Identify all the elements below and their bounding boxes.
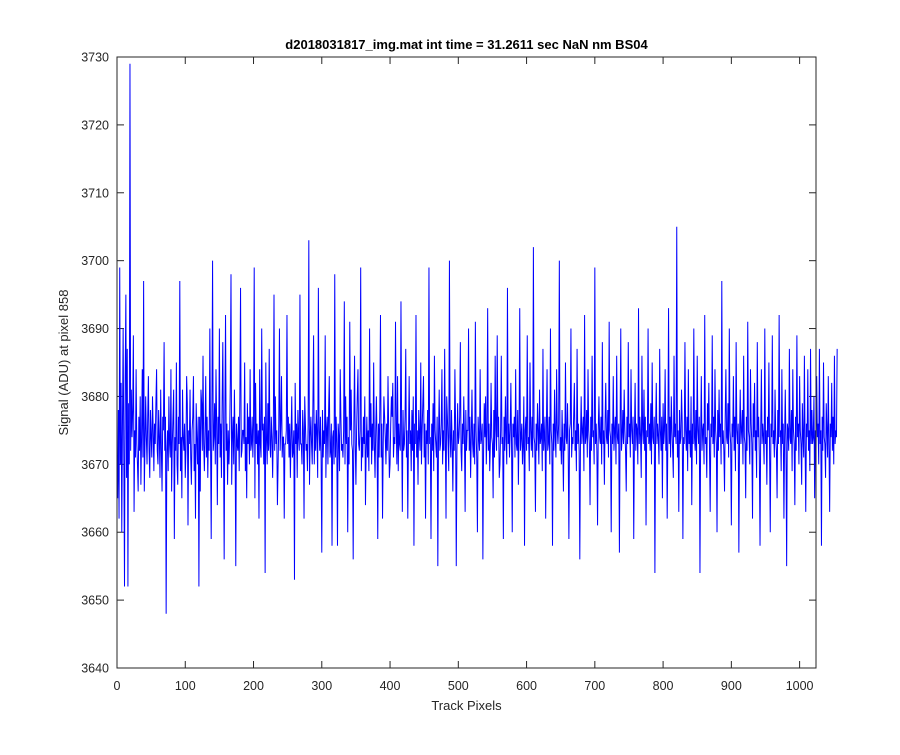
x-tick-label: 900	[721, 679, 742, 693]
chart-title: d2018031817_img.mat int time = 31.2611 s…	[285, 37, 648, 52]
y-tick-label: 3660	[81, 526, 109, 540]
y-tick-label: 3670	[81, 458, 109, 472]
y-tick-label: 3680	[81, 390, 109, 404]
x-tick-label: 600	[516, 679, 537, 693]
x-axis-label: Track Pixels	[431, 698, 502, 713]
x-tick-label: 0	[114, 679, 121, 693]
y-tick-label: 3700	[81, 254, 109, 268]
y-tick-label: 3720	[81, 118, 109, 132]
x-tick-label: 1000	[786, 679, 814, 693]
y-tick-label: 3730	[81, 51, 109, 65]
x-tick-label: 500	[448, 679, 469, 693]
x-tick-label: 700	[584, 679, 605, 693]
y-tick-label: 3690	[81, 322, 109, 336]
y-tick-label: 3650	[81, 594, 109, 608]
y-tick-label: 3640	[81, 662, 109, 676]
series-layer	[117, 63, 838, 614]
series-line	[117, 63, 838, 614]
y-axis-label: Signal (ADU) at pixel 858	[56, 290, 71, 436]
axes-box	[116, 56, 817, 669]
x-tick-label: 200	[243, 679, 264, 693]
plot-area	[117, 57, 816, 668]
ticks-layer: 0 100 200 300 400 500 600 700 800 900 1000 3640 3650…	[81, 51, 816, 693]
x-tick-label: 800	[653, 679, 674, 693]
x-tick-label: 400	[380, 679, 401, 693]
x-tick-label: 100	[175, 679, 196, 693]
y-tick-label: 3710	[81, 186, 109, 200]
x-tick-label: 300	[311, 679, 332, 693]
